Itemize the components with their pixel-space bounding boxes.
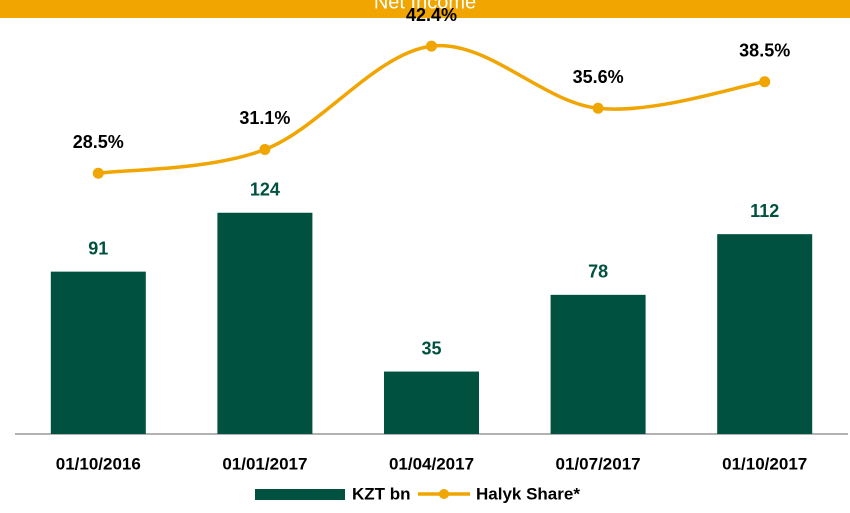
line-marker: [759, 76, 771, 88]
line: [98, 43, 765, 175]
bar: [717, 234, 813, 434]
bar-value-label: 91: [88, 238, 108, 258]
line-value-label: 42.4%: [406, 5, 457, 25]
chart-title: Net Income: [374, 0, 476, 13]
line-value-label: 31.1%: [239, 108, 290, 128]
line-marker: [592, 102, 604, 114]
legend-swatch: [439, 489, 449, 499]
bar-value-label: 78: [588, 262, 608, 282]
bar-value-label: 124: [250, 180, 280, 200]
bar: [384, 371, 479, 434]
legend-swatch: [255, 489, 345, 500]
line-marker: [426, 40, 437, 52]
bar-value-label: 35: [421, 338, 441, 358]
x-tick-label: 01/10/2017: [722, 454, 807, 473]
bar-value-label: 112: [750, 201, 779, 221]
bar: [217, 212, 313, 434]
legend-label: Halyk Share*: [476, 484, 580, 503]
bar: [50, 271, 146, 434]
title-banner: [0, 0, 850, 18]
bar: [550, 294, 646, 434]
legend-label: KZT bn: [352, 484, 411, 503]
x-tick-label: 01/07/2017: [556, 454, 641, 473]
x-tick-label: 01/10/2016: [56, 454, 141, 473]
x-tick-label: 01/01/2017: [222, 454, 307, 473]
x-tick-label: 01/04/2017: [389, 454, 474, 473]
line-marker: [259, 143, 271, 155]
line-marker: [92, 167, 104, 179]
line-value-label: 38.5%: [739, 41, 790, 61]
line-value-label: 35.6%: [573, 67, 624, 87]
line-value-label: 28.5%: [73, 132, 124, 152]
